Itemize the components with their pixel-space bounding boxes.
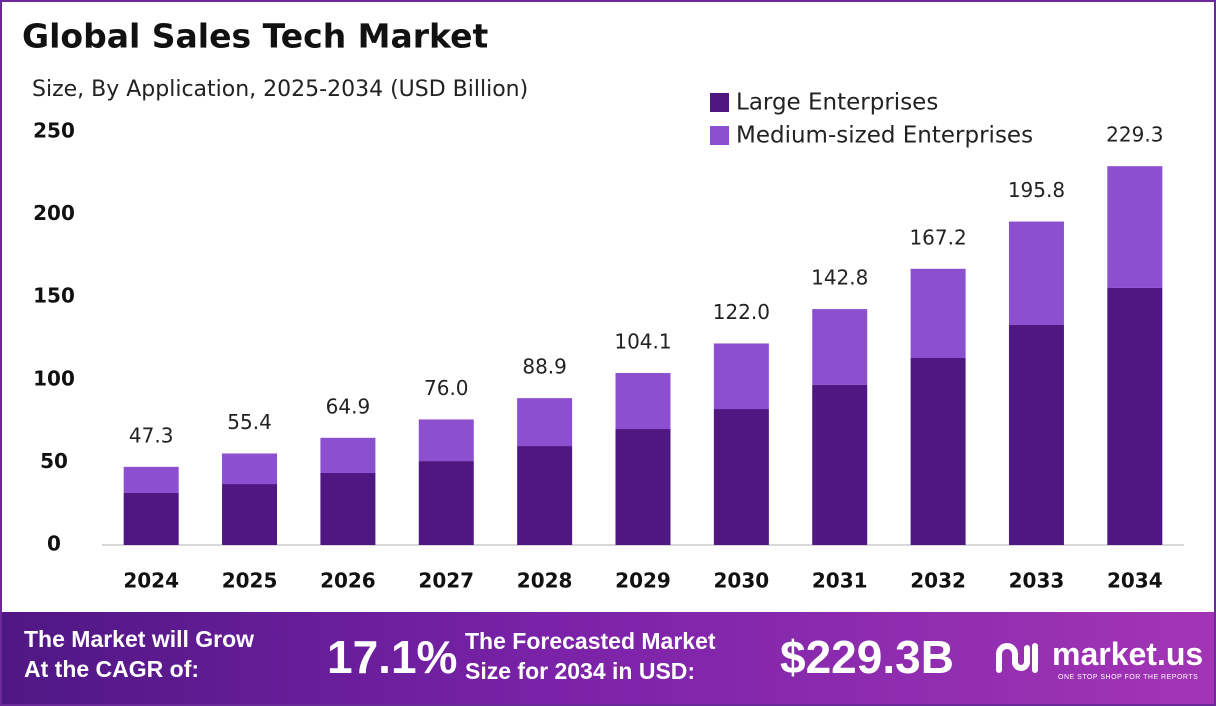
total-label: 47.3 bbox=[129, 423, 174, 447]
text-line: At the CAGR of: bbox=[24, 656, 200, 682]
bar-segment bbox=[910, 357, 966, 545]
x-tick-label: 2028 bbox=[517, 569, 573, 593]
legend-label: Medium-sized Enterprises bbox=[736, 123, 1033, 149]
y-tick-label: 150 bbox=[33, 284, 75, 308]
bar-segment bbox=[320, 472, 376, 545]
x-tick-label: 2024 bbox=[123, 569, 179, 593]
bar-segment bbox=[418, 461, 474, 545]
bar-segment bbox=[222, 484, 278, 545]
x-tick-label: 2025 bbox=[222, 569, 278, 593]
brand: market.us bbox=[1052, 636, 1204, 672]
x-tick-label: 2031 bbox=[812, 569, 868, 593]
x-tick-label: 2033 bbox=[1009, 569, 1065, 593]
logo-icon bbox=[996, 643, 1038, 673]
bar-segment bbox=[615, 429, 671, 545]
cagr-value: 17.1% bbox=[327, 631, 458, 683]
bar-segment bbox=[320, 437, 376, 473]
x-tick-label: 2027 bbox=[418, 569, 474, 593]
y-tick-label: 200 bbox=[33, 201, 75, 225]
y-tick-label: 100 bbox=[33, 366, 75, 390]
total-label: 104.1 bbox=[614, 330, 671, 354]
x-tick-label: 2026 bbox=[320, 569, 376, 593]
total-label: 64.9 bbox=[326, 394, 371, 418]
total-label: 167.2 bbox=[909, 225, 966, 249]
text-line: Size for 2034 in USD: bbox=[465, 658, 696, 684]
footer: The Market will Grow At the CAGR of: 17.1… bbox=[2, 612, 1214, 704]
forecast-value: $229.3B bbox=[780, 631, 954, 683]
y-tick-label: 50 bbox=[40, 449, 68, 473]
tagline: ONE STOP SHOP FOR THE REPORTS bbox=[1058, 674, 1199, 681]
legend-swatch bbox=[710, 93, 729, 112]
bar-segment bbox=[123, 466, 179, 493]
bar-segment bbox=[910, 268, 966, 358]
chart-subtitle: Size, By Application, 2025-2034 (USD Bil… bbox=[32, 77, 528, 102]
bar-segment bbox=[615, 373, 671, 430]
bar-segment bbox=[1107, 166, 1163, 288]
cagr-text: The Market will Grow At the CAGR of: bbox=[24, 624, 254, 684]
chart: Global Sales Tech Market Size, By Applic… bbox=[22, 17, 1184, 593]
forecast-text: The Forecasted Market Size for 2034 in US… bbox=[465, 626, 716, 686]
text-line: The Market will Grow bbox=[24, 626, 255, 652]
bar-segment bbox=[517, 398, 573, 447]
total-label: 195.8 bbox=[1008, 178, 1065, 202]
bar-segment bbox=[222, 453, 278, 485]
bar-segment bbox=[713, 409, 769, 545]
bar-segment bbox=[1008, 221, 1064, 325]
legend-swatch bbox=[710, 126, 729, 145]
total-label: 122.0 bbox=[713, 300, 770, 324]
x-tick-label: 2032 bbox=[910, 569, 966, 593]
total-label: 229.3 bbox=[1106, 123, 1163, 147]
bar-segment bbox=[123, 492, 179, 545]
total-label: 55.4 bbox=[227, 410, 272, 434]
bar-segment bbox=[1107, 287, 1163, 545]
legend-label: Large Enterprises bbox=[736, 90, 938, 116]
total-label: 76.0 bbox=[424, 376, 469, 400]
bar-segment bbox=[713, 343, 769, 410]
bar-segment bbox=[517, 446, 573, 545]
y-tick-label: 250 bbox=[33, 119, 75, 143]
total-label: 142.8 bbox=[811, 266, 868, 290]
bar-segment bbox=[418, 419, 474, 462]
bar-segment bbox=[1008, 324, 1064, 545]
chart-title: Global Sales Tech Market bbox=[22, 17, 488, 56]
bar-segment bbox=[812, 309, 868, 385]
y-tick-label: 0 bbox=[47, 532, 61, 556]
bar-segment bbox=[812, 384, 868, 545]
x-tick-label: 2030 bbox=[714, 569, 770, 593]
text-line: The Forecasted Market bbox=[465, 628, 716, 654]
total-label: 88.9 bbox=[522, 355, 567, 379]
x-tick-label: 2034 bbox=[1107, 569, 1163, 593]
x-tick-label: 2029 bbox=[615, 569, 671, 593]
